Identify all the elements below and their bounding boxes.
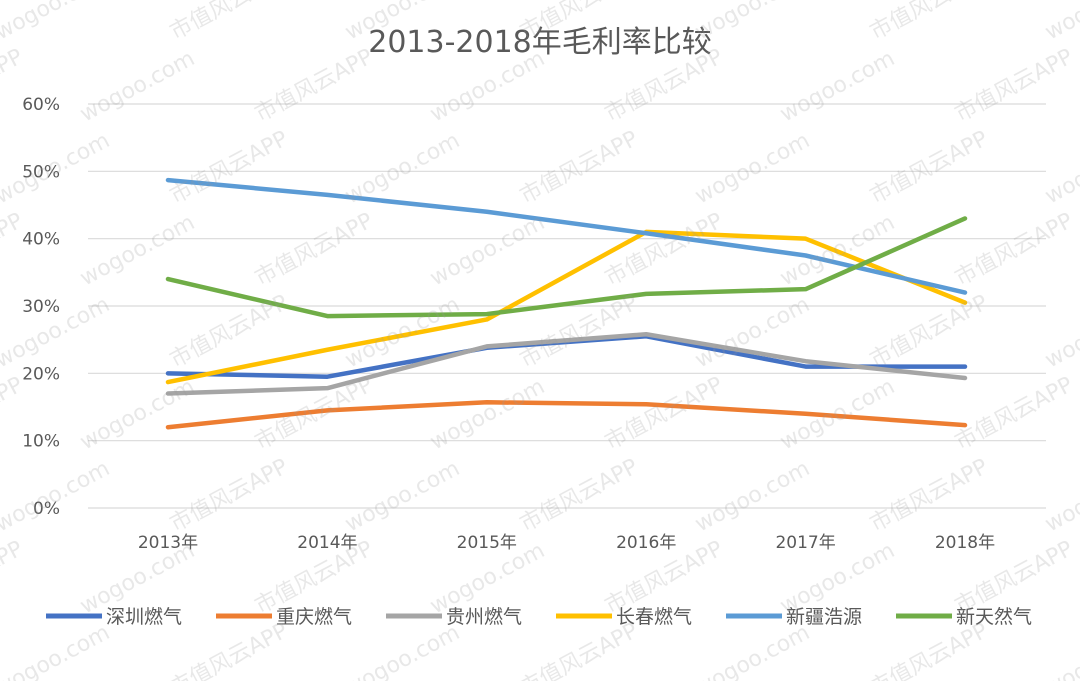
watermark-text: wogoo.com: [0, 128, 114, 209]
watermark-text: wogoo.com: [341, 456, 464, 537]
watermark-text: wogoo.com: [0, 0, 114, 45]
watermark-text: wogoo.com: [426, 374, 549, 455]
y-tick-label: 40%: [22, 230, 60, 250]
series-line: [165, 177, 968, 295]
watermark-text: 市值风云APP: [951, 44, 1077, 127]
watermark-text: wogoo.com: [776, 46, 899, 127]
watermark-text: wogoo.com: [1041, 0, 1080, 45]
chart-title: 2013-2018年毛利率比较: [368, 25, 712, 60]
watermark-text: 市值风云APP: [866, 618, 992, 681]
watermark-text: wogoo.com: [1041, 620, 1080, 681]
y-tick-label: 50%: [22, 162, 60, 182]
watermark-text: wogoo.com: [0, 620, 114, 681]
watermark-text: 市值风云APP: [866, 126, 992, 209]
watermark-text: 市值风云APP: [251, 44, 377, 127]
watermark-text: 市值风云APP: [601, 208, 727, 291]
x-tick-label: 2014年: [297, 533, 357, 553]
watermark-text: wogoo.com: [341, 128, 464, 209]
series-line: [165, 400, 968, 430]
legend: 深圳燃气 重庆燃气 贵州燃气 长春燃气 新疆浩源 新天然气: [46, 606, 1032, 628]
legend-label: 长春燃气: [616, 606, 692, 628]
y-tick-label: 60%: [22, 95, 60, 115]
watermark-text: wogoo.com: [76, 210, 199, 291]
watermark-text: 市值风云APP: [866, 0, 992, 45]
x-tick-label: 2017年: [775, 533, 835, 553]
watermark-text: wogoo.com: [691, 0, 814, 45]
watermark-text: 市值风云APP: [601, 372, 727, 455]
watermark-text: 市值风云APP: [166, 126, 292, 209]
watermark-text: wogoo.com: [341, 620, 464, 681]
watermark-text: wogoo.com: [691, 456, 814, 537]
watermark-text: 市值风云APP: [166, 618, 292, 681]
y-tick-label: 30%: [22, 297, 60, 317]
watermark-text: wogoo.com: [1041, 292, 1080, 373]
legend-label: 新天然气: [956, 606, 1032, 628]
legend-label: 深圳燃气: [106, 606, 182, 628]
watermark-text: 市值风云APP: [516, 454, 642, 537]
y-tick-label: 0%: [33, 499, 60, 519]
watermark-text: 市值风云APP: [166, 0, 292, 45]
watermark-text: wogoo.com: [426, 210, 549, 291]
watermark-text: 市值风云APP: [251, 208, 377, 291]
watermark-text: wogoo.com: [0, 456, 114, 537]
watermark-text: wogoo.com: [76, 46, 199, 127]
watermark-text: wogoo.com: [76, 374, 199, 455]
legend-label: 重庆燃气: [276, 606, 352, 628]
x-tick-label: 2015年: [457, 533, 517, 553]
series-line: [165, 216, 968, 319]
x-axis: 2013年 2014年 2015年 2016年 2017年 2018年: [138, 533, 995, 553]
watermark-text: wogoo.com: [1041, 456, 1080, 537]
watermark-text: 市值风云APP: [0, 536, 27, 619]
legend-label: 新疆浩源: [786, 606, 862, 628]
watermark-text: 市值风云APP: [951, 372, 1077, 455]
series-line: [165, 332, 968, 396]
watermark-text: 市值风云APP: [866, 454, 992, 537]
series-lines: [165, 177, 968, 430]
watermark-text: wogoo.com: [1041, 128, 1080, 209]
y-tick-label: 10%: [22, 432, 60, 452]
watermark-text: 市值风云APP: [516, 618, 642, 681]
watermark-text: wogoo.com: [691, 620, 814, 681]
y-axis: 0% 10% 20% 30% 40% 50% 60%: [22, 95, 60, 519]
watermark-text: 市值风云APP: [866, 290, 992, 373]
x-tick-label: 2016年: [616, 533, 676, 553]
y-tick-label: 20%: [22, 364, 60, 384]
watermark-text: 市值风云APP: [516, 126, 642, 209]
x-tick-label: 2018年: [935, 533, 995, 553]
watermark-text: 市值风云APP: [251, 372, 377, 455]
watermark-text: 市值风云APP: [166, 454, 292, 537]
watermark-text: wogoo.com: [776, 210, 899, 291]
watermark-text: 市值风云APP: [0, 208, 27, 291]
watermark-text: wogoo.com: [691, 128, 814, 209]
watermark-text: 市值风云APP: [951, 208, 1077, 291]
series-line: [165, 229, 968, 385]
legend-label: 贵州燃气: [446, 606, 522, 628]
x-tick-label: 2013年: [138, 533, 198, 553]
